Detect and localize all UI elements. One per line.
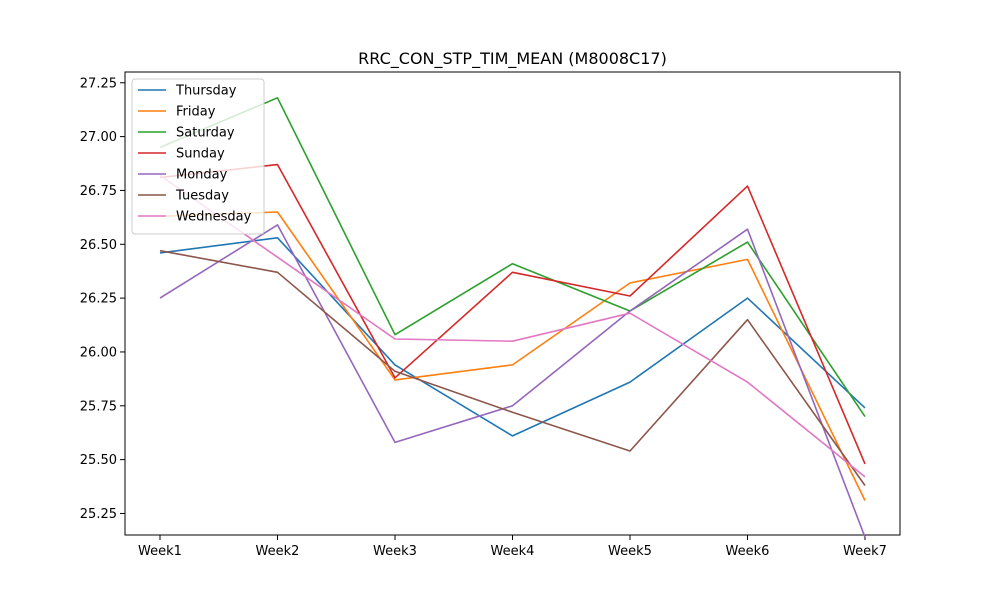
x-tick-label: Week3	[373, 544, 417, 559]
x-tick-label: Week7	[843, 544, 887, 559]
series-line-saturday	[159, 97, 866, 418]
y-tick-label: 26.25	[80, 292, 117, 307]
y-tick-label: 27.00	[80, 130, 117, 145]
y-tick-label: 25.75	[80, 399, 117, 414]
series-line-tuesday	[159, 249, 866, 486]
x-tick-label: Week2	[256, 544, 300, 559]
y-tick-label: 26.00	[80, 345, 117, 360]
x-tick-label: Week6	[726, 544, 770, 559]
series-line-thursday	[159, 237, 866, 437]
y-tick-label: 27.25	[80, 76, 117, 91]
y-tick-label: 26.75	[80, 184, 117, 199]
chart-title: RRC_CON_STP_TIM_MEAN (M8008C17)	[358, 49, 667, 69]
y-tick-label: 25.50	[80, 453, 117, 468]
legend-label-tuesday: Tuesday	[175, 189, 229, 204]
series-line-monday	[159, 224, 866, 538]
series-line-sunday	[159, 163, 866, 465]
y-tick-label: 25.25	[80, 507, 117, 522]
y-tick-label: 26.50	[80, 238, 117, 253]
legend: Thursday Friday Saturday Sunday Monday Tuesda…	[131, 78, 265, 235]
legend-label-wednesday: Wednesday	[176, 210, 252, 225]
series-line-wednesday	[159, 174, 866, 478]
legend-label-saturday: Saturday	[176, 126, 235, 141]
series-line-friday	[159, 211, 866, 501]
legend-label-sunday: Sunday	[176, 147, 225, 162]
legend-label-thursday: Thursday	[175, 84, 237, 99]
legend-label-monday: Monday	[176, 168, 228, 183]
series-layer	[159, 97, 866, 538]
legend-label-friday: Friday	[176, 105, 216, 120]
x-tick-label: Week5	[608, 544, 652, 559]
x-axis: Week1 Week2 Week3 Week4 Week5 Week6 Week7	[138, 535, 887, 559]
x-tick-label: Week1	[138, 544, 182, 559]
x-tick-label: Week4	[491, 544, 535, 559]
y-axis: 25.25 25.50 25.75 26.00 26.25 26.50 26.75 27.00…	[80, 76, 125, 522]
